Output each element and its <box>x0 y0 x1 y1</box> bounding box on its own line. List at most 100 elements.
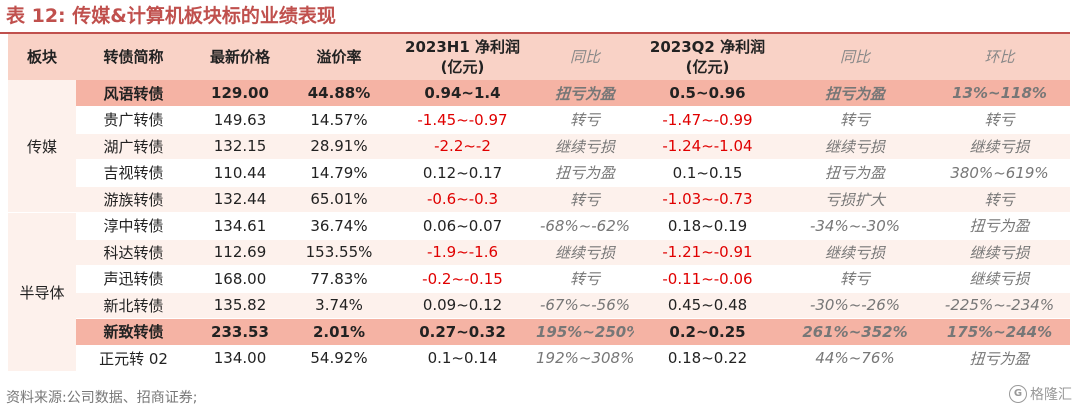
premium-cell: 3.74% <box>289 292 389 319</box>
bond-name: 风语转债 <box>76 80 191 107</box>
table-row: 新北转债 135.82 3.74% 0.09~0.12 -67%~-56% 0.… <box>8 292 1070 319</box>
title-divider <box>0 32 1070 34</box>
q2-profit-cell: -1.24~-1.04 <box>634 133 781 160</box>
bond-name: 正元转 02 <box>76 345 191 372</box>
bond-name: 声迅转债 <box>76 265 191 293</box>
h1-profit-cell: 0.12~0.17 <box>389 159 536 187</box>
q2-yoy-cell: 转亏 <box>781 265 929 293</box>
q2-qoq-cell: 转亏 <box>929 186 1070 213</box>
price-cell: 135.82 <box>191 292 289 319</box>
h1-yoy-cell: 192%~308% <box>536 345 634 372</box>
table-row: 正元转 02 134.00 54.92% 0.1~0.14 192%~308% … <box>8 345 1070 372</box>
q2-yoy-cell: 扭亏为盈 <box>781 159 929 187</box>
q2-profit-cell: 0.1~0.15 <box>634 159 781 187</box>
q2-profit-cell: -0.11~-0.06 <box>634 265 781 293</box>
price-cell: 233.53 <box>191 318 289 346</box>
header-q2-profit: 2023Q2 净利润 (亿元) <box>634 34 781 80</box>
header-h1-yoy: 同比 <box>569 48 600 66</box>
source-note: 资料来源:公司数据、招商证券; <box>6 390 198 406</box>
bond-name: 新北转债 <box>76 292 191 319</box>
h1-yoy-cell: 转亏 <box>536 186 634 213</box>
h1-profit-cell: -2.2~-2 <box>389 133 536 160</box>
premium-cell: 14.79% <box>289 159 389 187</box>
h1-profit-cell: 0.27~0.32 <box>389 318 536 346</box>
price-cell: 132.15 <box>191 133 289 160</box>
header-h1-unit: (亿元) <box>440 58 485 76</box>
header-q2-qoq: 环比 <box>984 48 1015 66</box>
q2-yoy-cell: -30%~-26% <box>781 292 929 319</box>
bond-name: 吉视转债 <box>76 159 191 187</box>
h1-yoy-cell: 扭亏为盈 <box>536 80 634 107</box>
premium-cell: 14.57% <box>289 106 389 134</box>
bond-name: 游族转债 <box>76 186 191 213</box>
table-row: 传媒 风语转债 129.00 44.88% 0.94~1.4 扭亏为盈 0.5~… <box>8 80 1070 213</box>
table-row: 贵广转债 149.63 14.57% -1.45~-0.97 转亏 -1.47~… <box>8 106 1070 134</box>
table-row: 科达转债 112.69 153.55% -1.9~-1.6 继续亏损 -1.21… <box>8 239 1070 266</box>
watermark: G 格隆汇 <box>1009 384 1072 404</box>
h1-profit-cell: 0.09~0.12 <box>389 292 536 319</box>
h1-yoy-cell: 转亏 <box>536 106 634 134</box>
q2-yoy-cell: 继续亏损 <box>781 133 929 160</box>
h1-yoy-cell: 继续亏损 <box>536 133 634 160</box>
price-cell: 134.00 <box>191 345 289 372</box>
q2-yoy-cell: 继续亏损 <box>781 239 929 266</box>
h1-profit-cell: -1.9~-1.6 <box>389 239 536 266</box>
price-cell: 129.00 <box>191 80 289 107</box>
premium-cell: 153.55% <box>289 239 389 266</box>
table-row: 游族转债 132.44 65.01% -0.6~-0.3 转亏 -1.03~-0… <box>8 186 1070 213</box>
q2-yoy-cell: 亏损扩大 <box>781 186 929 213</box>
price-cell: 149.63 <box>191 106 289 134</box>
bond-name: 淳中转债 <box>76 212 191 240</box>
q2-yoy-cell: -34%~-30% <box>781 212 929 240</box>
premium-cell: 2.01% <box>289 318 389 346</box>
premium-cell: 54.92% <box>289 345 389 372</box>
header-name: 转债简称 <box>103 48 164 66</box>
q2-profit-cell: 0.2~0.25 <box>634 318 781 346</box>
bond-name: 科达转债 <box>76 239 191 266</box>
q2-qoq-cell: 13%~118% <box>929 80 1070 107</box>
premium-cell: 65.01% <box>289 186 389 213</box>
q2-qoq-cell: -225%~-234% <box>929 292 1070 319</box>
price-cell: 168.00 <box>191 265 289 293</box>
header-q2-yoy: 同比 <box>839 48 870 66</box>
h1-profit-cell: -0.6~-0.3 <box>389 186 536 213</box>
q2-qoq-cell: 380%~619% <box>929 159 1070 187</box>
h1-profit-cell: 0.1~0.14 <box>389 345 536 372</box>
table-row: 吉视转债 110.44 14.79% 0.12~0.17 扭亏为盈 0.1~0.… <box>8 159 1070 187</box>
q2-qoq-cell: 扭亏为盈 <box>929 212 1070 240</box>
price-cell: 132.44 <box>191 186 289 213</box>
q2-profit-cell: -1.03~-0.73 <box>634 186 781 213</box>
q2-yoy-cell: 扭亏为盈 <box>781 80 929 107</box>
header-q2-profit-label: 2023Q2 净利润 <box>649 38 766 56</box>
group-label-semiconductor: 半导体 <box>8 212 76 372</box>
q2-yoy-cell: 261%~352% <box>781 318 929 346</box>
header-q2-unit: (亿元) <box>685 58 730 76</box>
q2-qoq-cell: 继续亏损 <box>929 133 1070 160</box>
q2-yoy-cell: 44%~76% <box>781 345 929 372</box>
q2-qoq-cell: 转亏 <box>929 106 1070 134</box>
q2-profit-cell: 0.18~0.22 <box>634 345 781 372</box>
price-cell: 110.44 <box>191 159 289 187</box>
table-title: 表 12: 传媒&计算机板块标的业绩表现 <box>6 5 336 27</box>
h1-profit-cell: 0.94~1.4 <box>389 80 536 107</box>
h1-yoy-cell: -68%~-62% <box>536 212 634 240</box>
q2-qoq-cell: 继续亏损 <box>929 265 1070 293</box>
header-price: 最新价格 <box>209 48 270 66</box>
table-row: 新致转债 233.53 2.01% 0.27~0.32 195%~250% 0.… <box>8 318 1070 346</box>
bond-name: 贵广转债 <box>76 106 191 134</box>
q2-profit-cell: 0.5~0.96 <box>634 80 781 107</box>
gelonghui-logo-icon: G <box>1009 385 1027 403</box>
q2-profit-cell: -1.21~-0.91 <box>634 239 781 266</box>
h1-yoy-cell: 转亏 <box>536 265 634 293</box>
h1-yoy-cell: 扭亏为盈 <box>536 159 634 187</box>
bond-name: 湖广转债 <box>76 133 191 160</box>
premium-cell: 28.91% <box>289 133 389 160</box>
h1-yoy-cell: -67%~-56% <box>536 292 634 319</box>
q2-profit-cell: 0.18~0.19 <box>634 212 781 240</box>
premium-cell: 36.74% <box>289 212 389 240</box>
performance-table: 板块 转债简称 最新价格 溢价率 2023H1 净利润 (亿元) 同比 2023Q… <box>8 34 1070 372</box>
header-row: 板块 转债简称 最新价格 溢价率 2023H1 净利润 (亿元) 同比 2023Q… <box>8 34 1070 80</box>
q2-qoq-cell: 175%~244% <box>929 318 1070 346</box>
table-row: 半导体 淳中转债 134.61 36.74% 0.06~0.07 -68%~-6… <box>8 212 1070 372</box>
q2-qoq-cell: 扭亏为盈 <box>929 345 1070 372</box>
